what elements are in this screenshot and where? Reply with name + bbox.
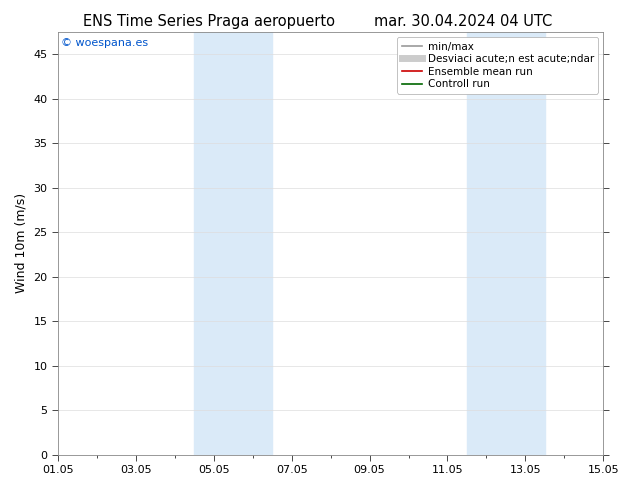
Y-axis label: Wind 10m (m/s): Wind 10m (m/s) <box>15 193 28 294</box>
Text: mar. 30.04.2024 04 UTC: mar. 30.04.2024 04 UTC <box>373 14 552 29</box>
Bar <box>467 32 545 455</box>
Legend: min/max, Desviaci acute;n est acute;ndar, Ensemble mean run, Controll run: min/max, Desviaci acute;n est acute;ndar… <box>398 37 598 94</box>
Bar <box>195 32 272 455</box>
Text: ENS Time Series Praga aeropuerto: ENS Time Series Praga aeropuerto <box>83 14 335 29</box>
Text: © woespana.es: © woespana.es <box>61 39 148 49</box>
